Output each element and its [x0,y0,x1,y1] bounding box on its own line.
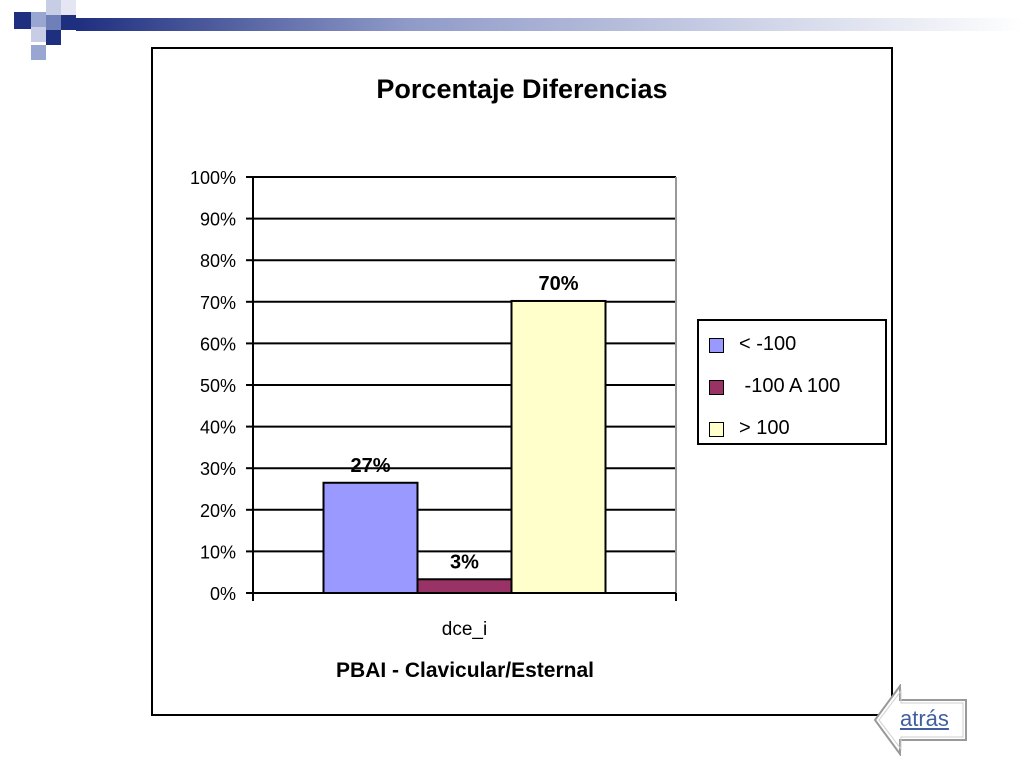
legend-label: < -100 [739,333,797,355]
data-label: 3% [450,551,479,573]
x-axis-title: PBAI - Clavicular/Esternal [336,659,594,682]
y-tick-label: 60% [200,334,236,354]
deco-square [14,12,31,29]
deco-square [31,27,46,42]
deco-square [61,0,76,15]
deco-square [61,15,76,30]
deco-square [46,30,61,45]
bar [510,299,607,594]
data-label: 27% [350,455,390,477]
bar [322,481,419,595]
y-tick-label: 100% [190,168,236,188]
legend-swatch [709,380,724,395]
legend-swatch [709,422,724,437]
slide-corner-decoration [14,0,76,60]
bar [416,578,513,594]
deco-square [46,15,61,30]
y-tick-label: 80% [200,251,236,271]
data-label: 70% [538,273,578,295]
legend-entry: > 100 [699,417,885,443]
legend-label: -100 A 100 [739,375,841,397]
back-link-label[interactable]: atrás [900,706,949,731]
gridlines [253,176,677,593]
legend-swatch [709,338,724,353]
y-tick-label: 90% [200,210,236,230]
data-labels: 27% 3% 70% [350,273,578,573]
y-tick-label: 50% [200,376,236,396]
deco-square [31,45,46,60]
y-tick-label: 40% [200,418,236,438]
y-tick-label: 10% [200,542,236,562]
bars [322,299,607,595]
x-tick-label: dce_i [442,619,487,640]
back-button[interactable]: atrás [870,684,970,756]
y-tick-label: 0% [210,584,236,604]
y-tick-label: 20% [200,501,236,521]
y-tick-label: 70% [200,293,236,313]
slide-header-bar [76,18,1024,31]
legend-label: > 100 [739,417,790,439]
y-tick-label: 30% [200,459,236,479]
deco-square [46,0,61,15]
back-arrow-icon [873,684,967,756]
chart-title: Porcentaje Diferencias [376,74,668,104]
deco-square [31,12,46,27]
legend-entry: < -100 [699,333,885,359]
chart-legend: < -100 -100 A 100 > 100 [697,319,887,445]
axes: 0% 10% 20% 30% 40% 50% 60% 70% 80% 90% 100% dce_i [190,168,677,640]
legend-entry: -100 A 100 [699,375,885,401]
